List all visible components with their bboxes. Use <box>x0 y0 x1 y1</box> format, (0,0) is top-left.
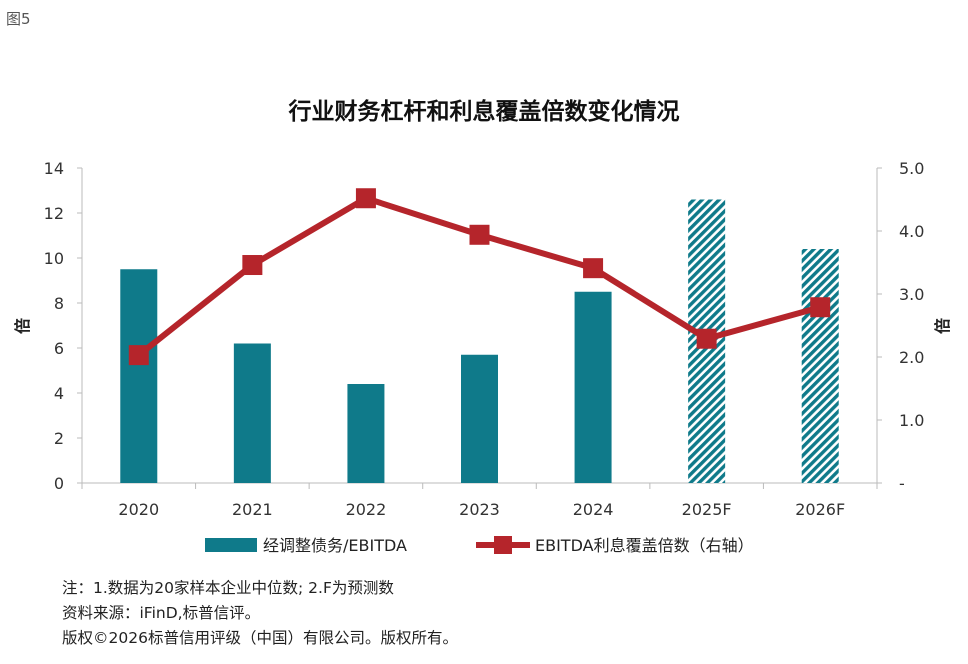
line-marker-2020 <box>128 345 149 366</box>
right-tick-label: - <box>899 474 905 493</box>
x-tick-label: 2025F <box>682 500 732 519</box>
note-line: 注：1.数据为20家样本企业中位数; 2.F为预测数 <box>62 579 394 597</box>
line-marker-2026F <box>810 297 831 318</box>
x-tick-label: 2020 <box>118 500 159 519</box>
line-marker-2025F <box>696 328 717 349</box>
right-axis-label: 倍 <box>933 318 952 334</box>
right-tick-label: 1.0 <box>899 411 924 430</box>
left-tick-label: 12 <box>44 204 64 223</box>
chart: 0 2 4 6 8 10 12 14 - 1.0 2.0 3.0 4.0 5.0 2020 2021 2022 2… <box>13 159 952 555</box>
chart-title: 行业财务杠杆和利息覆盖倍数变化情况 <box>288 99 680 125</box>
bar-2026F <box>801 249 839 483</box>
bar-2021 <box>233 343 271 483</box>
x-tick-label: 2023 <box>459 500 500 519</box>
right-tick-label: 4.0 <box>899 222 924 241</box>
right-tick-label: 5.0 <box>899 159 924 178</box>
x-tick-label: 2026F <box>795 500 845 519</box>
x-tick-label: 2022 <box>346 500 387 519</box>
right-tick-label: 2.0 <box>899 348 924 367</box>
x-tick-label: 2021 <box>232 500 273 519</box>
bar-2024 <box>574 291 612 483</box>
bar-2023 <box>461 354 498 483</box>
left-tick-label: 0 <box>54 474 64 493</box>
x-tick-label: 2024 <box>573 500 614 519</box>
legend-line-label: EBITDA利息覆盖倍数（右轴） <box>535 536 754 555</box>
left-tick-label: 10 <box>44 249 64 268</box>
left-tick-label: 6 <box>54 339 64 358</box>
bar-2022 <box>347 384 385 483</box>
notes: 注：1.数据为20家样本企业中位数; 2.F为预测数 资料来源：iFinD,标普… <box>62 576 458 651</box>
left-tick-label: 8 <box>54 294 64 313</box>
copyright-line: 版权©2026标普信用评级（中国）有限公司。版权所有。 <box>62 629 458 647</box>
legend-line-marker <box>494 536 512 554</box>
line-marker-2024 <box>583 258 604 279</box>
left-tick-label: 14 <box>44 159 64 178</box>
line-marker-2022 <box>355 188 376 209</box>
line-marker-2021 <box>242 255 263 276</box>
right-tick-label: 3.0 <box>899 285 924 304</box>
bar-2020 <box>120 269 158 483</box>
legend-bar-swatch <box>205 538 257 552</box>
figure-label: 图5 <box>6 10 31 28</box>
left-tick-label: 2 <box>54 429 64 448</box>
legend-bar-label: 经调整债务/EBITDA <box>263 536 407 555</box>
left-axis-label: 倍 <box>13 318 32 334</box>
source-line: 资料来源：iFinD,标普信评。 <box>62 604 261 622</box>
line-marker-2023 <box>469 224 490 245</box>
left-tick-label: 4 <box>54 384 64 403</box>
